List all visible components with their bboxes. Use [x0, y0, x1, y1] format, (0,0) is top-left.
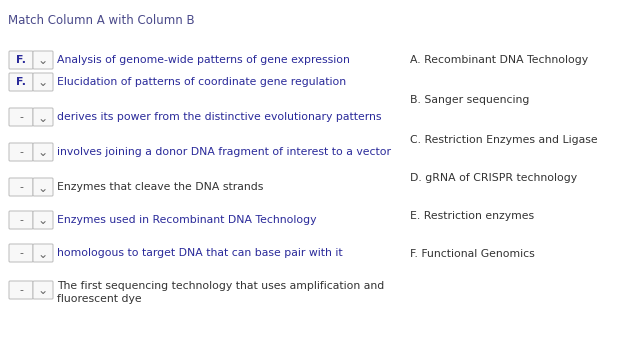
FancyBboxPatch shape — [33, 281, 53, 299]
FancyBboxPatch shape — [33, 143, 53, 161]
Text: Analysis of genome-wide patterns of gene expression: Analysis of genome-wide patterns of gene… — [57, 55, 350, 65]
FancyBboxPatch shape — [9, 244, 33, 262]
FancyBboxPatch shape — [9, 211, 33, 229]
Text: derives its power from the distinctive evolutionary patterns: derives its power from the distinctive e… — [57, 112, 382, 122]
FancyBboxPatch shape — [9, 281, 33, 299]
FancyBboxPatch shape — [33, 244, 53, 262]
Text: -: - — [19, 285, 23, 295]
Text: involves joining a donor DNA fragment of interest to a vector: involves joining a donor DNA fragment of… — [57, 147, 391, 157]
FancyBboxPatch shape — [9, 178, 33, 196]
Text: ⌄: ⌄ — [38, 112, 48, 124]
Text: B. Sanger sequencing: B. Sanger sequencing — [410, 95, 529, 105]
Text: The first sequencing technology that uses amplification and: The first sequencing technology that use… — [57, 281, 384, 291]
Text: F.: F. — [16, 77, 26, 87]
Text: fluorescent dye: fluorescent dye — [57, 294, 141, 304]
Text: homologous to target DNA that can base pair with it: homologous to target DNA that can base p… — [57, 248, 342, 258]
Text: -: - — [19, 248, 23, 258]
FancyBboxPatch shape — [33, 178, 53, 196]
Text: -: - — [19, 182, 23, 192]
Text: -: - — [19, 112, 23, 122]
Text: -: - — [19, 147, 23, 157]
FancyBboxPatch shape — [9, 73, 33, 91]
FancyBboxPatch shape — [33, 211, 53, 229]
Text: ⌄: ⌄ — [38, 285, 48, 298]
FancyBboxPatch shape — [9, 143, 33, 161]
FancyBboxPatch shape — [33, 73, 53, 91]
Text: Match Column A with Column B: Match Column A with Column B — [8, 14, 195, 27]
Text: ⌄: ⌄ — [38, 54, 48, 68]
Text: ⌄: ⌄ — [38, 215, 48, 227]
Text: A. Recombinant DNA Technology: A. Recombinant DNA Technology — [410, 55, 588, 65]
Text: D. gRNA of CRISPR technology: D. gRNA of CRISPR technology — [410, 173, 577, 183]
FancyBboxPatch shape — [33, 108, 53, 126]
FancyBboxPatch shape — [9, 51, 33, 69]
Text: -: - — [19, 215, 23, 225]
Text: C. Restriction Enzymes and Ligase: C. Restriction Enzymes and Ligase — [410, 135, 598, 145]
Text: ⌄: ⌄ — [38, 76, 48, 89]
Text: Enzymes used in Recombinant DNA Technology: Enzymes used in Recombinant DNA Technolo… — [57, 215, 316, 225]
Text: F. Functional Genomics: F. Functional Genomics — [410, 249, 534, 259]
Text: F.: F. — [16, 55, 26, 65]
Text: Elucidation of patterns of coordinate gene regulation: Elucidation of patterns of coordinate ge… — [57, 77, 346, 87]
Text: ⌄: ⌄ — [38, 248, 48, 260]
FancyBboxPatch shape — [33, 51, 53, 69]
Text: Enzymes that cleave the DNA strands: Enzymes that cleave the DNA strands — [57, 182, 263, 192]
Text: ⌄: ⌄ — [38, 182, 48, 194]
Text: ⌄: ⌄ — [38, 147, 48, 159]
FancyBboxPatch shape — [9, 108, 33, 126]
Text: E. Restriction enzymes: E. Restriction enzymes — [410, 211, 534, 221]
